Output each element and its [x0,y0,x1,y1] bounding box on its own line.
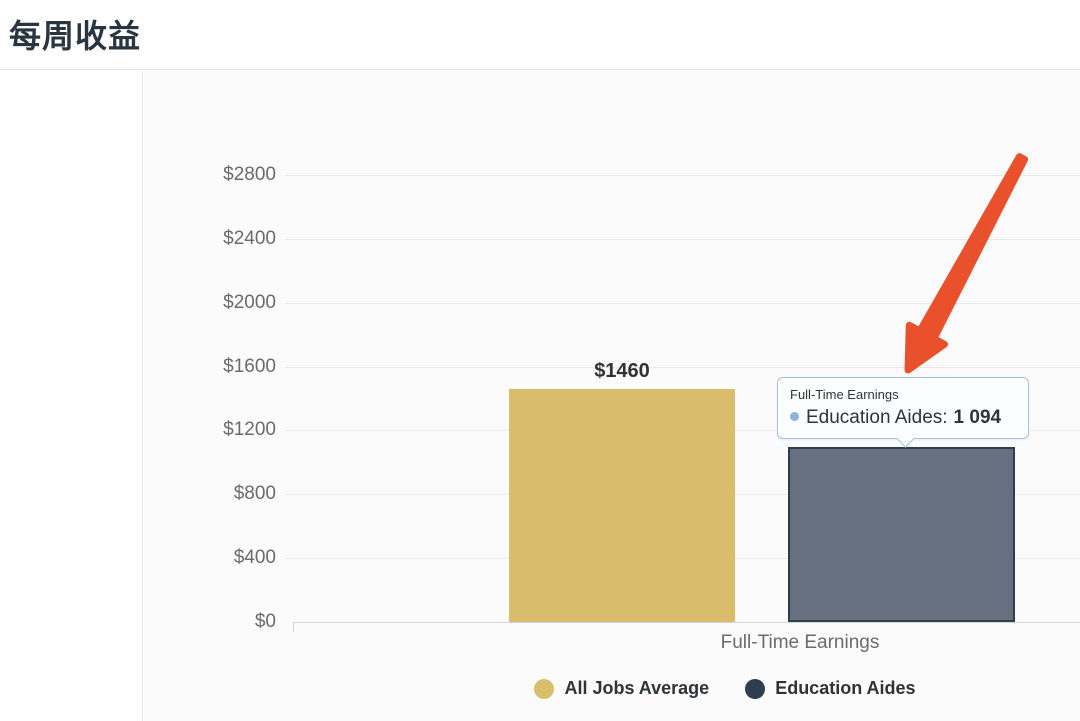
x-axis-tick [293,622,294,632]
legend-label: Education Aides [775,678,916,698]
y-gridline [285,302,1080,304]
legend-item-education-aides[interactable]: Education Aides [745,678,916,699]
y-tick-label: $0 [254,611,276,632]
tooltip-value: 1 094 [953,407,1002,428]
bar-value-label: $1460 [594,359,650,382]
tooltip-header: Full-Time Earnings [790,387,899,402]
y-tick-label: $1200 [223,419,276,441]
tooltip-row: Education Aides: 1 094 [790,406,1016,430]
y-tick-label: $800 [233,483,276,505]
y-tick-label: $2400 [223,227,276,249]
bar-all-jobs-average[interactable] [509,388,735,622]
y-tick-label: $400 [233,547,276,569]
y-tick-label: $2000 [223,291,276,313]
left-gutter [0,71,143,721]
y-tick-label: $2800 [223,164,276,185]
page-title: 每周收益 [9,18,142,54]
legend-marker-icon [534,678,555,699]
y-tick-label: $1600 [223,355,276,377]
chart-legend: All Jobs Average Education Aides [420,678,1030,699]
y-gridline [285,238,1080,240]
bar-education-aides[interactable] [788,447,1015,622]
tooltip-bullet-icon [790,412,799,421]
page-header: 每周收益 [0,0,1080,70]
chart-tooltip: Full-Time Earnings Education Aides: 1 094 [777,377,1029,439]
x-axis-label: Full-Time Earnings [720,632,880,653]
legend-item-all-jobs-average[interactable]: All Jobs Average [534,678,709,699]
tooltip-series-label: Education Aides: [806,407,948,428]
legend-label: All Jobs Average [564,678,710,698]
y-gridline [293,622,1080,623]
legend-marker-icon [745,678,766,699]
y-gridline [285,366,1080,368]
y-gridline [285,175,1080,176]
